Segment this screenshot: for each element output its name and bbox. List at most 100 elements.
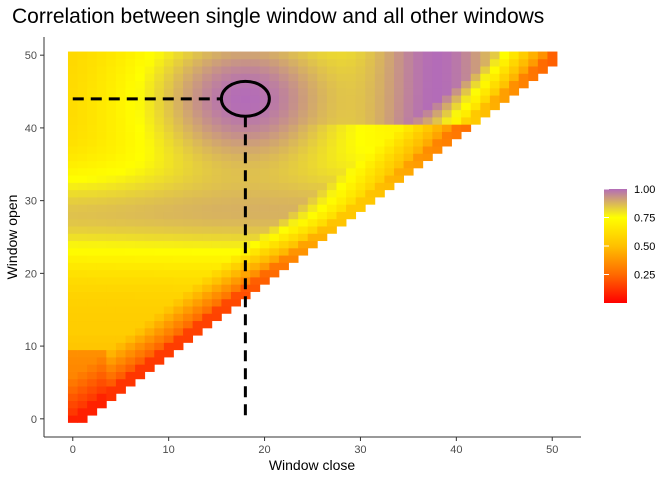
heatmap-cell [144,218,155,227]
heatmap-cell [106,175,117,183]
heatmap-cell [230,153,241,162]
heatmap-cell [441,95,452,103]
heatmap-cell [384,80,395,89]
heatmap-cell [422,51,433,60]
heatmap-cell [125,284,136,292]
heatmap-cell [173,175,184,183]
heatmap-cell [346,131,357,140]
heatmap-cell [135,284,146,292]
heatmap-cell [326,218,337,227]
heatmap-cell [269,80,280,89]
heatmap-cell [365,175,376,183]
heatmap-cell [96,131,107,140]
heatmap-cell [202,66,213,74]
heatmap-cell [183,182,194,191]
heatmap-cell [278,109,289,118]
heatmap-cell [259,138,270,147]
legend-label: 1.00 [634,184,655,196]
heatmap-cell [67,218,78,227]
x-tick-label: 30 [354,444,366,456]
heatmap-cell [298,138,309,147]
heatmap-cell [115,153,126,162]
heatmap-cell [163,138,174,147]
heatmap-cell [67,124,78,132]
heatmap-cell [384,87,395,96]
heatmap-cell [163,51,174,60]
heatmap-cell [288,80,299,89]
heatmap-cell [336,167,347,176]
heatmap-cell [202,189,213,198]
heatmap-cell [125,51,136,60]
heatmap-cell [365,146,376,154]
heatmap-cell [67,327,78,336]
heatmap-cell [211,211,222,220]
heatmap-cell [96,262,107,271]
heatmap-cell [202,117,213,125]
heatmap-cell [125,109,136,118]
heatmap-cell [413,124,424,132]
heatmap-cell [451,87,462,96]
heatmap-cell [125,58,136,67]
heatmap-cell [509,58,520,67]
heatmap-cell [87,400,98,409]
heatmap-cell [125,160,136,169]
heatmap-cell [499,73,510,82]
heatmap-cell [259,102,270,111]
heatmap-cell [317,167,328,176]
heatmap-cell [96,117,107,125]
heatmap-cell [413,102,424,111]
heatmap-cell [394,138,404,147]
heatmap-cell [346,146,357,154]
heatmap-cell [96,342,107,351]
heatmap-cell [192,320,203,329]
heatmap-cell [173,95,184,103]
heatmap-cell [336,189,347,198]
heatmap-cell [221,269,232,278]
heatmap-cell [67,378,78,387]
heatmap-cell [259,218,270,227]
heatmap-cell [451,102,462,111]
heatmap-cell [461,87,472,96]
heatmap-cell [163,269,174,278]
heatmap-cell [298,167,309,176]
heatmap-cell [221,189,232,198]
heatmap-cell [67,415,78,423]
heatmap-cell [269,51,280,60]
heatmap-cell [307,146,318,154]
heatmap-cell [422,146,433,154]
heatmap-cell [135,313,146,322]
heatmap-cell [96,66,107,74]
heatmap-cell [221,160,232,169]
heatmap-cell [192,109,203,118]
heatmap-cell [336,51,347,60]
heatmap-cell [307,80,318,89]
heatmap-cell [87,407,98,416]
heatmap-cell [250,182,261,191]
heatmap-cell [96,80,107,89]
heatmap-cell [355,73,366,82]
heatmap-cell [346,175,357,183]
heatmap-cell [87,153,98,162]
heatmap-cell [413,131,424,140]
heatmap-cell [240,182,251,191]
heatmap-cell [422,117,433,125]
heatmap-cell [67,371,78,380]
heatmap-cell [125,73,136,82]
heatmap-cell [67,349,78,358]
heatmap-cell [115,58,126,67]
heatmap-cell [115,371,126,380]
heatmap-cell [67,51,78,60]
heatmap-cell [326,87,337,96]
heatmap-cell [96,102,107,111]
heatmap-cell [106,298,117,307]
heatmap-cell [87,167,98,176]
heatmap-cell [269,175,280,183]
heatmap-cell [259,247,270,256]
heatmap-cell [298,73,309,82]
x-tick-label: 50 [546,444,558,456]
heatmap-cell [96,218,107,227]
heatmap-cell [135,342,146,351]
heatmap-cell [135,240,146,249]
heatmap-cell [403,117,414,125]
heatmap-cell [307,175,318,183]
